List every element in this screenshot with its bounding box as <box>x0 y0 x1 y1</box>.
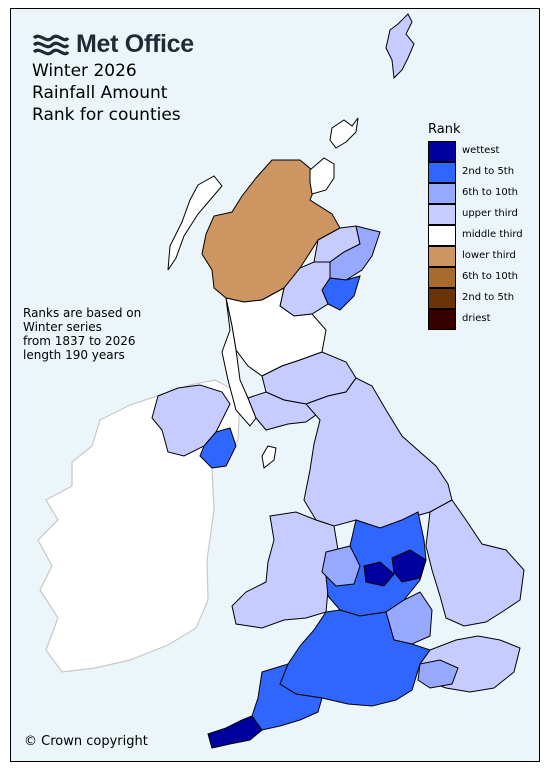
met-office-logo: Met Office <box>32 30 194 59</box>
county-surrey-6th <box>417 659 459 689</box>
county-northants-wettest <box>391 549 427 583</box>
met-office-logo-icon <box>32 34 70 55</box>
copyright-notice: © Crown copyright <box>24 734 148 749</box>
legend-label: 2nd to 5th <box>462 292 515 303</box>
legend-label: 6th to 10th <box>462 187 519 198</box>
legend-swatch <box>428 267 456 288</box>
legend-label: upper third <box>462 208 518 219</box>
legend-label: middle third <box>462 229 523 240</box>
isle-of-man <box>261 445 277 469</box>
legend-title: Rank <box>428 122 461 137</box>
legend-swatch <box>428 225 456 246</box>
map-title-line-1: Winter 2026 <box>32 61 137 81</box>
series-note-line-2: Winter series <box>23 320 102 334</box>
county-northern-england <box>303 377 453 529</box>
legend-label: 6th to 10th <box>462 271 519 282</box>
county-cornwall-wettest <box>207 715 263 749</box>
county-caithness <box>309 157 335 195</box>
legend-label: 2nd to 5th <box>462 166 515 177</box>
legend-swatch <box>428 246 456 267</box>
series-note-line-1: Ranks are based on <box>23 306 142 320</box>
county-argyll <box>221 297 257 427</box>
legend-swatch <box>428 183 456 204</box>
legend-label: wettest <box>462 145 500 156</box>
legend-label: lower third <box>462 250 516 261</box>
county-devon-somerset <box>251 663 323 731</box>
legend-swatch <box>428 204 456 225</box>
shetland-islands <box>385 13 415 80</box>
orkney-islands <box>329 117 359 149</box>
series-note-line-3: from 1837 to 2026 <box>23 334 136 348</box>
legend-label: driest <box>462 313 491 324</box>
series-note-line-4: length 190 years <box>23 348 125 362</box>
county-dumfries-ayrshire <box>247 391 321 431</box>
legend-swatch <box>428 141 456 162</box>
county-perth-stirling <box>225 287 327 377</box>
map-title-line-3: Rank for counties <box>32 105 181 125</box>
county-wales <box>231 511 339 629</box>
county-leics-wettest <box>363 561 395 587</box>
legend-swatch <box>428 162 456 183</box>
county-lincs-6th <box>321 545 361 587</box>
county-east-england <box>425 499 525 627</box>
outer-hebrides <box>167 175 223 271</box>
county-down <box>199 427 237 469</box>
legend-swatch <box>428 288 456 309</box>
legend-swatch <box>428 309 456 330</box>
map-title-line-2: Rainfall Amount <box>32 83 168 103</box>
logo-wordmark: Met Office <box>76 30 194 58</box>
